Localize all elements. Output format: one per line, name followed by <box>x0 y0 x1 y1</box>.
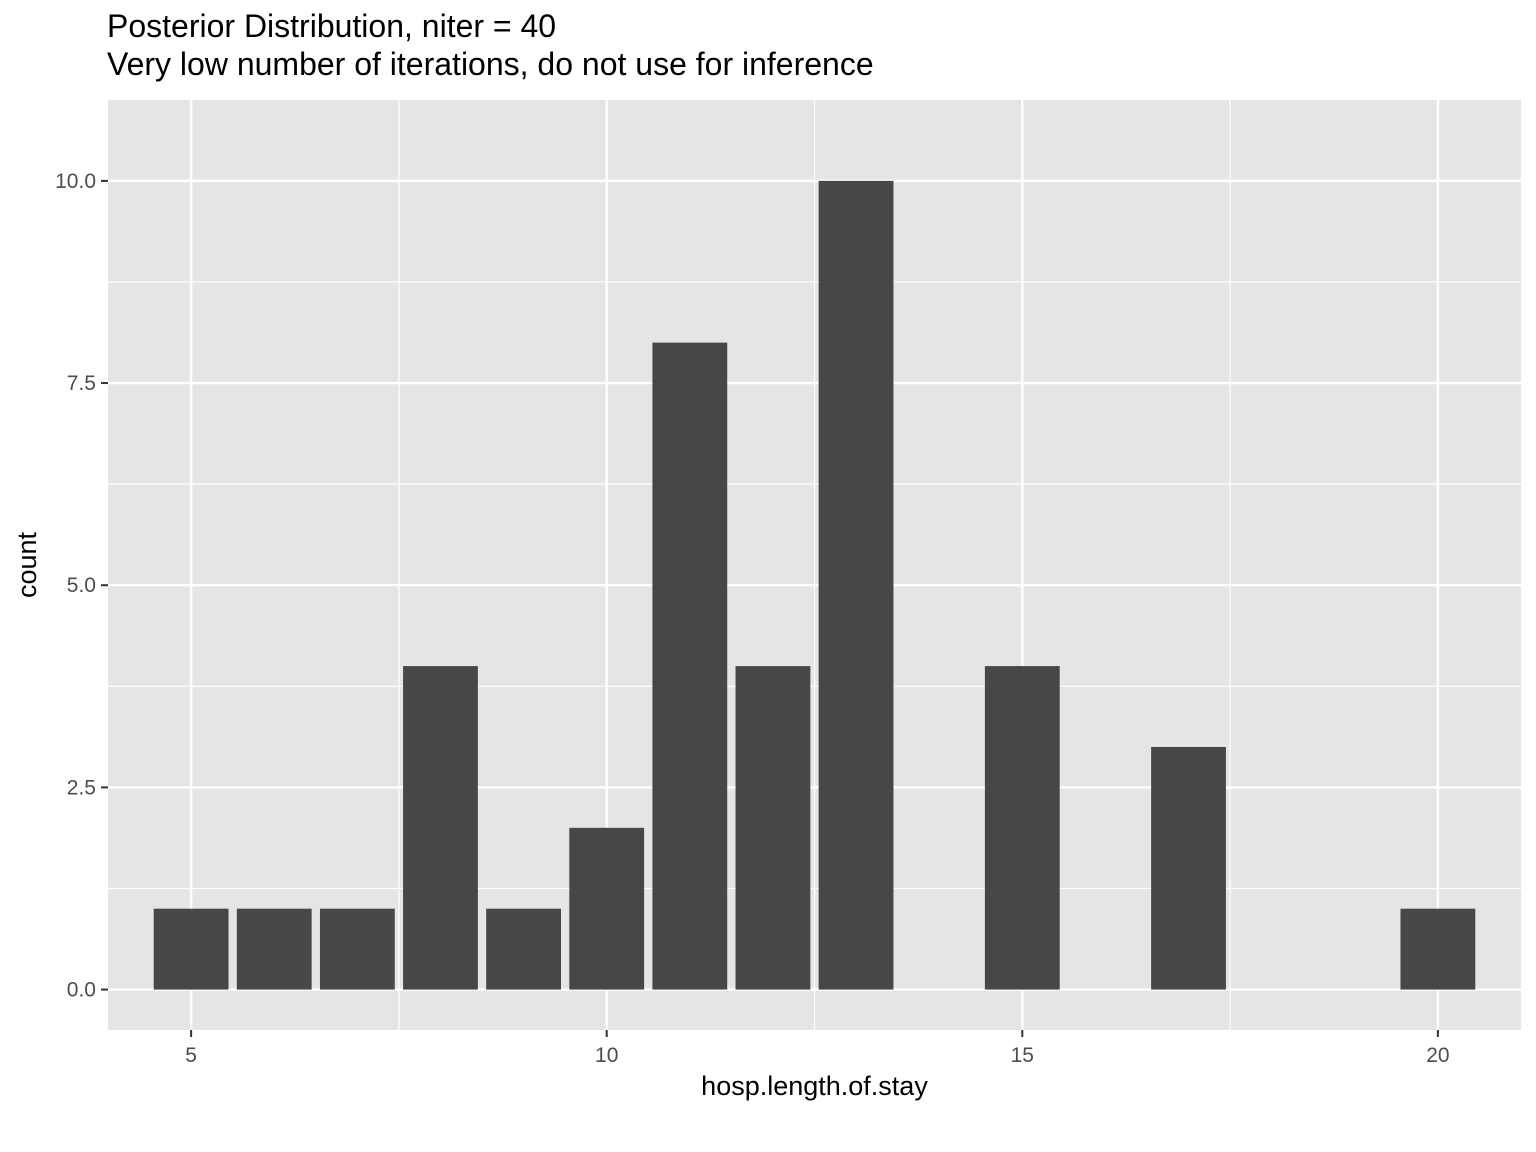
y-tick-label: 5.0 <box>67 574 96 597</box>
y-axis-label: count <box>12 531 42 598</box>
bar <box>319 908 395 990</box>
bar <box>1400 908 1476 990</box>
x-tick-label: 5 <box>185 1044 197 1067</box>
y-tick-label: 7.5 <box>67 372 96 395</box>
bar <box>486 908 561 990</box>
y-tick-label: 2.5 <box>67 776 96 799</box>
x-axis: 5 10 15 20 <box>185 1030 1450 1067</box>
y-tick-label: 10.0 <box>55 170 96 193</box>
minor-gridlines <box>108 100 1521 1030</box>
x-tick-label: 20 <box>1426 1044 1449 1067</box>
bar <box>735 666 811 990</box>
bar <box>153 908 229 990</box>
x-tick-label: 15 <box>1011 1044 1034 1067</box>
y-axis: 0.0 2.5 5.0 7.5 10.0 <box>55 170 108 1002</box>
x-tick-label: 10 <box>595 1044 618 1067</box>
bar <box>818 180 894 990</box>
chart-subtitle: Very low number of iterations, do not us… <box>107 46 874 82</box>
bar <box>403 666 478 990</box>
bar <box>984 666 1060 990</box>
x-axis-label: hosp.length.of.stay <box>701 1071 928 1101</box>
y-tick-label: 0.0 <box>67 979 96 1002</box>
chart-title: Posterior Distribution, niter = 40 <box>107 8 557 44</box>
bar <box>1151 746 1226 990</box>
bar <box>569 827 645 990</box>
bars <box>153 180 1476 990</box>
bar <box>652 342 728 990</box>
bar <box>236 908 312 990</box>
